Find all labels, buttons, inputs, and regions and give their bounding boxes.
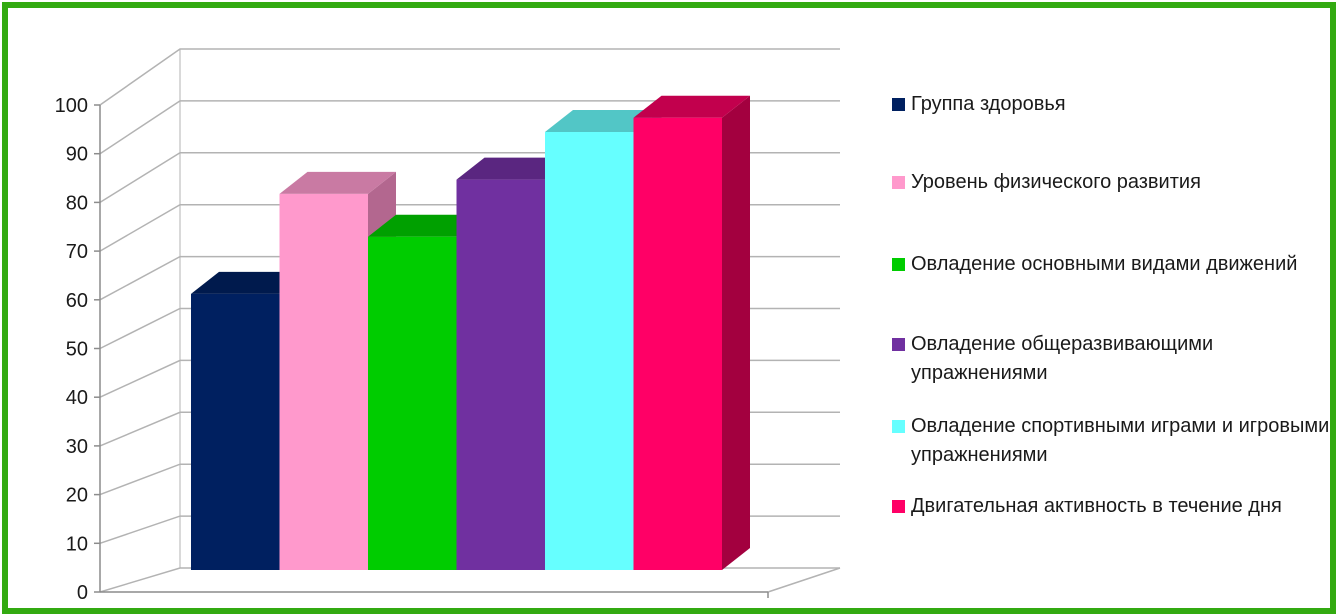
y-axis-tick-labels: 0 10 20 30 40 50 60 70 80 90 100 <box>55 95 769 604</box>
bar-top <box>633 95 750 118</box>
floor-edge <box>767 567 841 593</box>
y-tick-label: 40 <box>66 387 88 409</box>
bar-top <box>279 171 396 194</box>
legend-swatch <box>892 176 905 189</box>
legend-label: Овладение общеразвивающими упражнениями <box>911 333 1214 384</box>
legend-swatch <box>892 420 905 433</box>
legend-swatch <box>892 500 905 513</box>
bar-top <box>456 157 573 180</box>
y-tick-label: 0 <box>77 582 88 604</box>
y-tick-label: 60 <box>66 290 88 312</box>
y-tick-label: 10 <box>66 533 88 555</box>
y-tick-label: 20 <box>66 485 88 507</box>
bar-side <box>722 95 750 570</box>
y-tick-label: 100 <box>55 95 88 117</box>
legend-label: Овладение основными видами движений <box>911 253 1298 275</box>
y-tick-label: 90 <box>66 144 88 166</box>
legend-swatch <box>892 338 905 351</box>
legend-label: Двигательная активность в течение дня <box>911 495 1282 517</box>
bar-front <box>279 193 368 571</box>
bar-front <box>456 179 545 570</box>
legend-swatch <box>892 258 905 271</box>
bar-front <box>368 236 457 570</box>
legend-swatch <box>892 98 905 111</box>
y-tick-label: 80 <box>66 192 88 214</box>
bars <box>191 95 750 571</box>
y-tick-label: 50 <box>66 339 88 361</box>
bar-top <box>191 271 308 294</box>
bar-top <box>368 214 485 237</box>
y-tick-label: 70 <box>66 241 88 263</box>
bar-top <box>545 110 662 132</box>
legend-label: Уровень физического развития <box>911 171 1201 193</box>
legend-label: Группа здоровья <box>911 93 1066 115</box>
bar-front <box>191 293 280 570</box>
legend-label: Овладение спортивными играми и игровыми … <box>911 415 1330 466</box>
y-tick-label: 30 <box>66 436 88 458</box>
bar-front <box>545 132 634 570</box>
bar-front <box>633 117 722 570</box>
bar-6 <box>633 95 750 570</box>
